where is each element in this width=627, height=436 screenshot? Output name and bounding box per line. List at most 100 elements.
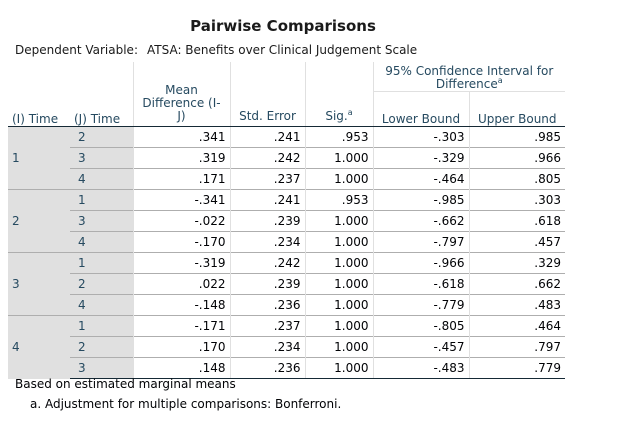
table-row: 2.170.234 1.000 -.457.797 [8, 336, 565, 358]
j-time-cell: 1 [70, 315, 133, 337]
footnote-adjustment: a. Adjustment for multiple comparisons: … [30, 397, 342, 411]
j-time-cell: 2 [70, 126, 133, 148]
upper-bound-cell: .662 [468, 273, 565, 295]
footnote-basis: Based on estimated marginal means [15, 377, 236, 391]
lower-bound-cell: -.966 [372, 252, 469, 274]
j-time-cell: 4 [70, 294, 133, 316]
j-time-cell: 2 [70, 273, 133, 295]
std-error-cell: .242 [229, 147, 305, 169]
sig-cell: 1.000 [304, 357, 373, 379]
lower-bound-cell: -.805 [372, 315, 469, 337]
upper-bound-cell: .483 [468, 294, 565, 316]
dependent-variable-line: Dependent Variable: ATSA: Benefits over C… [15, 43, 417, 57]
upper-bound-cell: .797 [468, 336, 565, 358]
sig-label: Sig. [325, 109, 348, 123]
header-std-error: Std. Error [229, 62, 305, 127]
mean-difference-cell: -.170 [132, 231, 230, 253]
mean-difference-cell: -.022 [132, 210, 230, 232]
mean-diff-line-3: J) [177, 109, 186, 123]
upper-bound-cell: .805 [468, 168, 565, 190]
table-row: 4 -.170.234 1.000 -.797.457 [8, 231, 565, 253]
lower-bound-cell: -.329 [372, 147, 469, 169]
mean-difference-cell: .148 [132, 357, 230, 379]
table-body: 1 2.341.241.953 -.303.985 3.319.242 1.000 -.3… [8, 126, 565, 379]
mean-difference-cell: .022 [132, 273, 230, 295]
std-error-cell: .237 [229, 315, 305, 337]
lower-bound-cell: -.797 [372, 231, 469, 253]
upper-bound-cell: .966 [468, 147, 565, 169]
table-row: 4 -.148.236 1.000 -.779.483 [8, 294, 565, 316]
dependent-variable-label: Dependent Variable: [15, 43, 138, 57]
std-error-cell: .234 [229, 336, 305, 358]
sig-cell: .953 [304, 126, 373, 148]
upper-bound-cell: .985 [468, 126, 565, 148]
j-time-cell: 3 [70, 147, 133, 169]
std-error-cell: .236 [229, 294, 305, 316]
j-time-cell: 1 [70, 189, 133, 211]
sig-cell: 1.000 [304, 252, 373, 274]
lower-bound-cell: -.464 [372, 168, 469, 190]
table-row: 3.319.242 1.000 -.329.966 [8, 147, 565, 169]
j-time-cell: 3 [70, 210, 133, 232]
lower-bound-cell: -.985 [372, 189, 469, 211]
header-upper-bound: Upper Bound [468, 91, 565, 127]
std-error-cell: .236 [229, 357, 305, 379]
upper-bound-cell: .618 [468, 210, 565, 232]
i-time-cell: 3 [8, 252, 70, 316]
header-mean-difference: Mean Difference (I- J) [132, 62, 230, 127]
sig-superscript: a [347, 108, 353, 117]
std-error-cell: .242 [229, 252, 305, 274]
i-time-cell: 4 [8, 315, 70, 379]
pairwise-comparisons-table: Mean Difference (I- J) Std. Error Sig.a … [8, 62, 565, 379]
j-time-cell: 4 [70, 231, 133, 253]
lower-bound-cell: -.483 [372, 357, 469, 379]
header-sig: Sig.a [304, 62, 373, 127]
sig-cell: 1.000 [304, 168, 373, 190]
mean-difference-cell: -.319 [132, 252, 230, 274]
lower-bound-cell: -.779 [372, 294, 469, 316]
sig-cell: 1.000 [304, 273, 373, 295]
std-error-cell: .239 [229, 210, 305, 232]
j-time-cell: 3 [70, 357, 133, 379]
lower-bound-cell: -.618 [372, 273, 469, 295]
header-blank-i [8, 62, 70, 92]
upper-bound-cell: .779 [468, 357, 565, 379]
std-error-cell: .234 [229, 231, 305, 253]
table-row: 4.171.237 1.000 -.464.805 [8, 168, 565, 190]
table-row: 4 1 -.171.237 1.000 -.805.464 [8, 315, 565, 379]
ci-line-1: 95% Confidence Interval for [385, 64, 554, 78]
std-error-cell: .241 [229, 126, 305, 148]
header-confidence-interval: 95% Confidence Interval for Differencea [372, 62, 565, 92]
ci-line-2: Difference [435, 77, 498, 91]
mean-difference-cell: -.171 [132, 315, 230, 337]
dependent-variable-value: ATSA: Benefits over Clinical Judgement S… [147, 43, 418, 57]
lower-bound-cell: -.303 [372, 126, 469, 148]
upper-bound-cell: .303 [468, 189, 565, 211]
mean-difference-cell: .319 [132, 147, 230, 169]
std-error-cell: .239 [229, 273, 305, 295]
header-blank-j [70, 62, 133, 92]
sig-cell: 1.000 [304, 231, 373, 253]
std-error-cell: .237 [229, 168, 305, 190]
sig-cell: .953 [304, 189, 373, 211]
table-row: 3 1 -.319.242 1.000 -.966.329 [8, 252, 565, 316]
header-lower-bound: Lower Bound [372, 91, 469, 127]
table-title: Pairwise Comparisons [190, 17, 376, 35]
sig-cell: 1.000 [304, 147, 373, 169]
upper-bound-cell: .457 [468, 231, 565, 253]
i-time-cell: 1 [8, 126, 70, 190]
lower-bound-cell: -.662 [372, 210, 469, 232]
mean-difference-cell: .171 [132, 168, 230, 190]
lower-bound-cell: -.457 [372, 336, 469, 358]
upper-bound-cell: .329 [468, 252, 565, 274]
sig-cell: 1.000 [304, 315, 373, 337]
j-time-cell: 1 [70, 252, 133, 274]
header-i-time: (I) Time [8, 91, 70, 127]
table-row: 2.022.239 1.000 -.618.662 [8, 273, 565, 295]
header-j-time: (J) Time [70, 91, 133, 127]
mean-difference-cell: -.341 [132, 189, 230, 211]
ci-superscript: a [497, 76, 503, 85]
upper-bound-cell: .464 [468, 315, 565, 337]
j-time-cell: 4 [70, 168, 133, 190]
sig-cell: 1.000 [304, 336, 373, 358]
